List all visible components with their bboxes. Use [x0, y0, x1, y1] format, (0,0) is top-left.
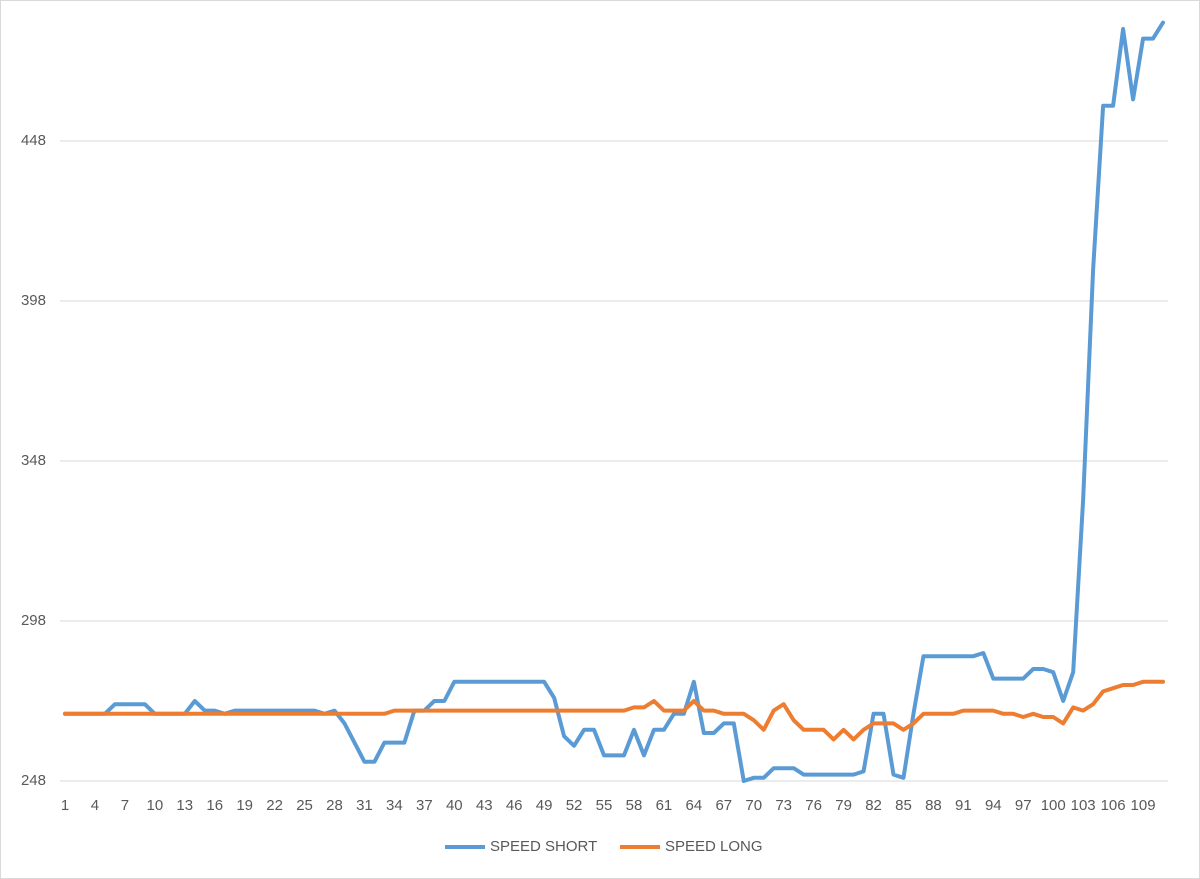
x-tick-label: 70: [745, 797, 762, 814]
x-tick-label: 73: [775, 797, 792, 814]
x-tick-label: 10: [146, 797, 163, 814]
x-tick-label: 19: [236, 797, 253, 814]
x-tick-label: 61: [656, 797, 673, 814]
x-tick-label: 64: [686, 797, 703, 814]
x-tick-label: 91: [955, 797, 972, 814]
x-tick-label: 49: [536, 797, 553, 814]
y-tick-label: 398: [21, 292, 46, 309]
x-tick-label: 16: [206, 797, 223, 814]
x-tick-label: 40: [446, 797, 463, 814]
series-line: [62, 679, 1166, 742]
x-tick-label: 22: [266, 797, 283, 814]
x-tick-label: 28: [326, 797, 343, 814]
x-tick-label: 4: [91, 797, 99, 814]
x-tick-label: 13: [176, 797, 193, 814]
y-tick-label: 248: [21, 772, 46, 789]
x-tick-label: 79: [835, 797, 852, 814]
x-tick-label: 25: [296, 797, 313, 814]
x-tick-label: 46: [506, 797, 523, 814]
x-tick-label: 58: [626, 797, 643, 814]
x-tick-label: 106: [1101, 797, 1126, 814]
x-tick-label: 103: [1071, 797, 1096, 814]
x-tick-label: 85: [895, 797, 912, 814]
x-tick-label: 1: [61, 797, 69, 814]
x-tick-label: 55: [596, 797, 613, 814]
legend-label: SPEED SHORT: [490, 838, 597, 855]
x-tick-label: 43: [476, 797, 493, 814]
x-tick-label: 67: [715, 797, 732, 814]
x-tick-label: 100: [1041, 797, 1066, 814]
y-tick-label: 298: [21, 612, 46, 629]
x-tick-label: 94: [985, 797, 1002, 814]
x-tick-label: 109: [1131, 797, 1156, 814]
legend-label: SPEED LONG: [665, 838, 763, 855]
x-tick-label: 7: [121, 797, 129, 814]
series-line: [62, 20, 1166, 783]
y-tick-label: 448: [21, 132, 46, 149]
y-tick-label: 348: [21, 452, 46, 469]
x-tick-label: 76: [805, 797, 822, 814]
x-tick-label: 34: [386, 797, 403, 814]
x-tick-label: 97: [1015, 797, 1032, 814]
x-tick-label: 82: [865, 797, 882, 814]
x-tick-label: 52: [566, 797, 583, 814]
x-tick-label: 31: [356, 797, 373, 814]
x-tick-label: 88: [925, 797, 942, 814]
x-tick-label: 37: [416, 797, 433, 814]
